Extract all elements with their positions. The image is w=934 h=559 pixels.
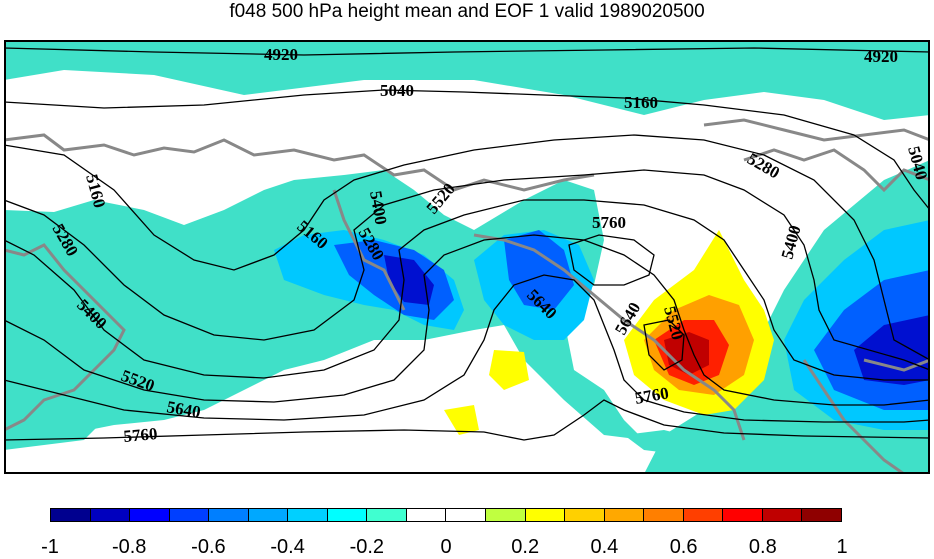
coastline-islands: [743, 148, 930, 193]
colorbar-swatch: [367, 509, 407, 521]
colorbar: [50, 508, 842, 522]
coastlines: [4, 118, 930, 474]
colorbar-swatch: [169, 509, 210, 521]
colorbar-tick-label: 0.6: [669, 536, 698, 558]
colorbar-tick-label: -1: [41, 536, 59, 558]
contour-5760: [4, 399, 930, 441]
colorbar-swatch: [327, 509, 368, 521]
contour-5040: [4, 89, 930, 211]
contour-5400: [4, 199, 930, 381]
colorbar-swatch: [525, 509, 566, 521]
colorbar-swatch: [604, 509, 645, 521]
contour-label: 5760: [592, 213, 626, 232]
anomaly-region-sw: [4, 370, 104, 450]
colorbar-tick-label: -0.8: [111, 536, 147, 558]
colorbar-swatch: [130, 509, 170, 521]
contour-label: 4920: [864, 47, 898, 66]
anomaly-region-eastcap: [904, 180, 930, 215]
contour-label: 5760: [123, 424, 159, 446]
contour-5520: [4, 234, 930, 406]
coastline-na: [802, 359, 905, 474]
contour-4920: [4, 47, 930, 56]
colorbar-swatch: [802, 509, 841, 521]
map-frame: [4, 40, 930, 474]
contour-5760-closed: [568, 234, 655, 286]
colorbar-swatch: [406, 509, 447, 521]
contour-label: 5160: [624, 93, 658, 112]
anomaly-region-south: [624, 430, 704, 455]
colorbar-tick-label: 0.8: [748, 536, 777, 558]
contour-5160: [4, 134, 930, 361]
colorbar-swatch: [565, 509, 605, 521]
coastline-gulf: [863, 358, 930, 372]
colorbar-tick-label: 0.2: [511, 536, 540, 558]
contour-5520-closed: [643, 319, 685, 371]
map-panel: 4920 4920 5040 5160 5280 5040 5160 5280 …: [4, 40, 930, 474]
anomaly-region-top: [4, 40, 930, 120]
colorbar-swatch: [288, 509, 328, 521]
coastline-north: [4, 133, 595, 192]
contour-label: 5040: [380, 81, 414, 100]
colorbar-swatch: [762, 509, 803, 521]
height-contours: [4, 47, 930, 441]
contour-5280: [4, 169, 930, 371]
colorbar-swatch: [90, 509, 131, 521]
colorbar-swatch: [683, 509, 724, 521]
colorbar-tick-label: 0.4: [590, 536, 619, 558]
colorbar-tick-label: -0.6: [191, 536, 226, 558]
anomaly-yellow-south: [444, 405, 479, 435]
colorbar-swatch: [209, 509, 249, 521]
chart-title: f048 500 hPa height mean and EOF 1 valid…: [229, 1, 705, 22]
anomaly-darkblue-west: [384, 255, 434, 305]
colorbar-swatch: [446, 509, 487, 521]
colorbar-swatch: [248, 509, 289, 521]
colorbar-swatch: [723, 509, 763, 521]
coastline-kamchatka: [332, 189, 406, 311]
colorbar-swatch: [51, 509, 91, 521]
coastline-asia: [4, 243, 126, 432]
contour-label: 4920: [264, 45, 298, 64]
coastline-arctic: [703, 118, 930, 142]
anomaly-blue-mid: [504, 230, 574, 310]
colorbar-tick-label: 0: [440, 536, 452, 558]
colorbar-swatch: [644, 509, 684, 521]
coastline-alaska: [473, 233, 746, 441]
colorbar-tick-label: -0.2: [349, 536, 385, 558]
colorbar-swatch: [486, 509, 526, 521]
contour-5640: [4, 274, 930, 423]
colorbar-tick-label: 1: [836, 536, 848, 558]
colorbar-tick-label: -0.4: [270, 536, 305, 558]
colorbar-ticks: -1 -0.8 -0.6 -0.4 -0.2 0 0.2 0.4 0.6 0.8 1: [0, 536, 934, 558]
anomaly-yellow-small: [489, 350, 529, 390]
